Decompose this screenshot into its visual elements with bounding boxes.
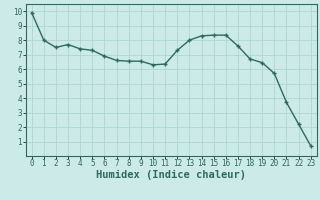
X-axis label: Humidex (Indice chaleur): Humidex (Indice chaleur) — [96, 170, 246, 180]
